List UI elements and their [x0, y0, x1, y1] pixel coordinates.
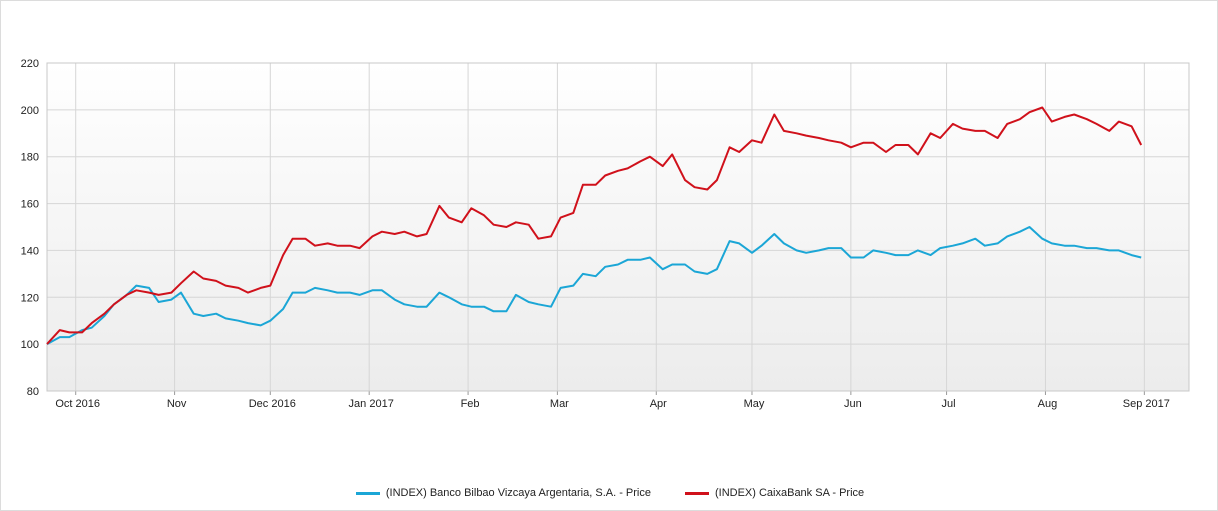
- legend: (INDEX) Banco Bilbao Vizcaya Argentaria,…: [1, 487, 1218, 499]
- x-tick-label: May: [744, 398, 765, 410]
- x-tick-label: Sep 2017: [1123, 398, 1170, 410]
- y-tick-label: 140: [21, 245, 39, 257]
- y-tick-label: 100: [21, 339, 39, 351]
- legend-label-bbva: (INDEX) Banco Bilbao Vizcaya Argentaria,…: [385, 487, 651, 499]
- series-line-caixabank: [46, 106, 1143, 345]
- legend-item-caixabank[interactable]: (INDEX) CaixaBank SA - Price: [684, 487, 865, 499]
- legend-swatch-bbva: [355, 491, 380, 495]
- legend-item-bbva[interactable]: (INDEX) Banco Bilbao Vizcaya Argentaria,…: [355, 487, 651, 499]
- x-tick-label: Oct 2016: [55, 398, 100, 410]
- y-tick-label: 80: [27, 386, 39, 398]
- x-tick-label: Jan 2017: [349, 398, 394, 410]
- x-tick-label: Apr: [650, 398, 667, 410]
- y-tick-label: 160: [21, 199, 39, 211]
- x-tick-label: Aug: [1038, 398, 1058, 410]
- legend-swatch-caixabank: [684, 491, 709, 495]
- x-tick-label: Jul: [942, 398, 956, 410]
- x-tick-label: Mar: [550, 398, 569, 410]
- x-tick-label: Jun: [844, 398, 862, 410]
- y-tick-label: 200: [21, 105, 39, 117]
- plot-area: [47, 63, 1189, 391]
- x-tick-label: Nov: [167, 398, 187, 410]
- y-tick-label: 220: [21, 58, 39, 70]
- x-tick-label: Dec 2016: [249, 398, 296, 410]
- y-tick-label: 180: [21, 152, 39, 164]
- x-tick-label: Feb: [461, 398, 480, 410]
- y-tick-label: 120: [21, 292, 39, 304]
- series-line-bbva: [46, 226, 1142, 345]
- legend-label-caixabank: (INDEX) CaixaBank SA - Price: [714, 487, 865, 499]
- plot-border: [46, 62, 1190, 392]
- line-chart: 80 100 120 140 160 180 200 220 Oct 2016 Nov Dec 20…: [21, 58, 1190, 410]
